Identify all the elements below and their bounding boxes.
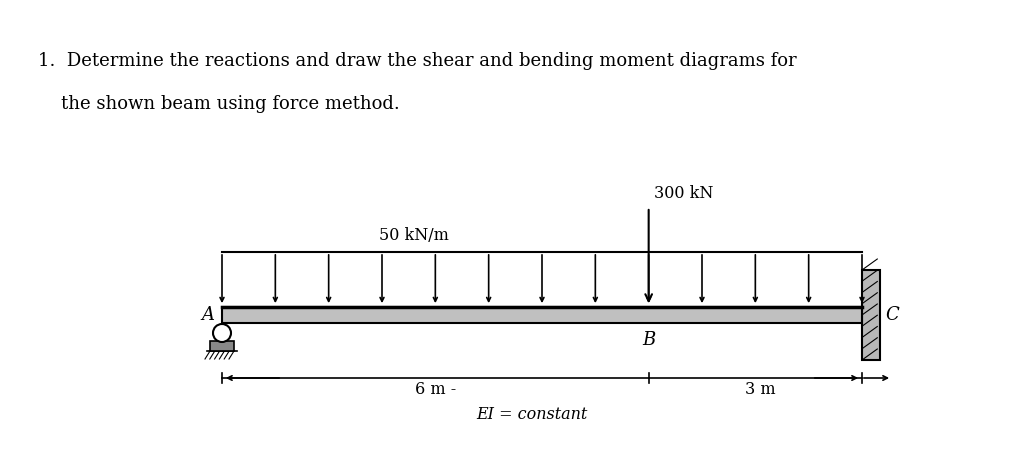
Text: 1.  Determine the reactions and draw the shear and bending moment diagrams for: 1. Determine the reactions and draw the … xyxy=(38,52,797,70)
Text: 3 m: 3 m xyxy=(745,381,775,398)
Text: 300 kN: 300 kN xyxy=(653,185,713,202)
Bar xyxy=(210,341,234,351)
Circle shape xyxy=(213,324,231,342)
Text: A: A xyxy=(201,306,214,324)
Bar xyxy=(862,270,880,360)
Text: EI = constant: EI = constant xyxy=(476,406,588,423)
Text: B: B xyxy=(642,331,655,349)
Text: the shown beam using force method.: the shown beam using force method. xyxy=(38,95,399,113)
Text: C: C xyxy=(885,306,899,324)
Text: 50 kN/m: 50 kN/m xyxy=(379,227,449,244)
Text: 6 m -: 6 m - xyxy=(415,381,456,398)
Bar xyxy=(222,307,862,323)
